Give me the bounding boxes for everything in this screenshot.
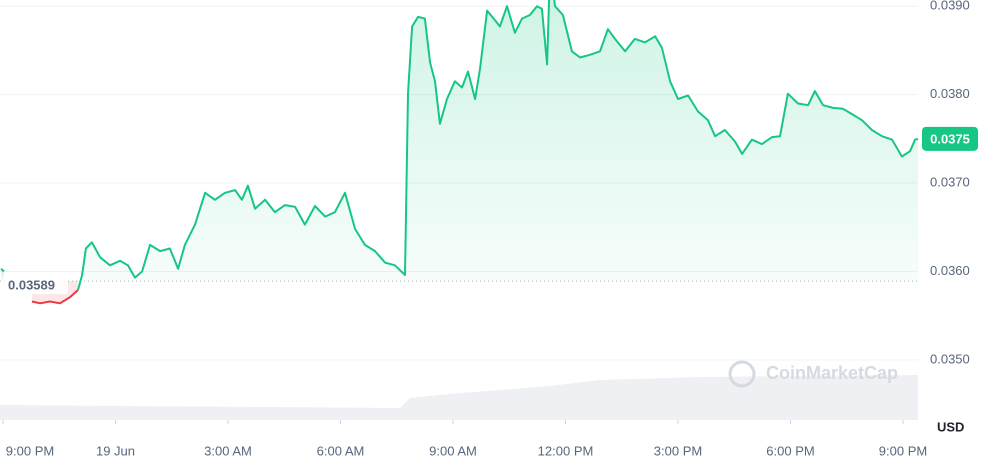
x-tick-label: 3:00 PM bbox=[654, 443, 702, 458]
y-tick-label: 0.0390 bbox=[930, 0, 970, 13]
current-price-label: 0.0375 bbox=[930, 131, 970, 146]
x-tick-label: 9:00 PM bbox=[879, 443, 927, 458]
x-tick-label: 6:00 PM bbox=[766, 443, 814, 458]
reference-label-bg bbox=[4, 278, 68, 295]
area bbox=[78, 0, 918, 290]
axes: 0.0350 0.0360 0.0370 0.0380 0.0390 9:00 PM 19 … bbox=[2, 0, 978, 458]
x-tick-label: 3:00 AM bbox=[204, 443, 252, 458]
volume-area bbox=[0, 375, 918, 420]
y-tick-label: 0.0380 bbox=[930, 86, 970, 101]
plot bbox=[0, 0, 919, 305]
x-tick-label: 9:00 PM bbox=[6, 443, 54, 458]
current-price-badge bbox=[922, 126, 978, 151]
x-tick-label: 6:00 AM bbox=[317, 443, 365, 458]
price-line bbox=[31, 289, 79, 305]
reference-label: 0.03589 bbox=[8, 278, 55, 293]
watermark-logo bbox=[728, 360, 756, 388]
watermark: CoinMarketCap bbox=[766, 363, 898, 383]
x-tick-label: 19 Jun bbox=[96, 443, 135, 458]
x-tick-label: 9:00 AM bbox=[429, 443, 477, 458]
y-tick-label: 0.0360 bbox=[930, 263, 970, 278]
price-line bbox=[0, 0, 919, 291]
y-tick-label: 0.0350 bbox=[930, 351, 970, 366]
currency-label: USD bbox=[937, 419, 964, 434]
x-tick-label: 12:00 PM bbox=[538, 443, 594, 458]
y-tick-label: 0.0370 bbox=[930, 174, 970, 189]
